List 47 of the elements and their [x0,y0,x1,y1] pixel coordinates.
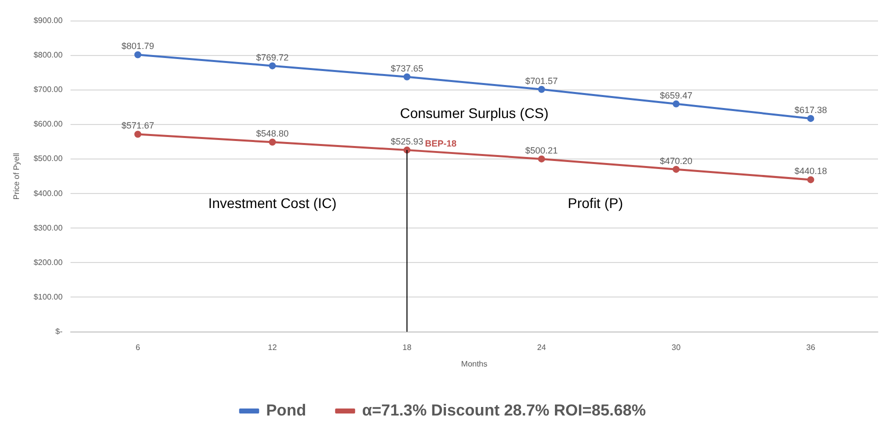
data-label: $801.79 [122,41,154,52]
x-tick-label: 30 [672,342,682,352]
data-label: $737.65 [390,63,424,74]
y-tick-label: $500.00 [34,154,64,164]
point [538,155,546,162]
x-tick-label: 12 [268,342,278,352]
point [672,166,680,173]
point [403,73,410,80]
point [807,114,814,122]
data-label: $470.20 [660,156,692,166]
y-tick-label: $200.00 [34,258,64,267]
data-label: $500.21 [525,145,558,156]
x-tick-label: 18 [402,342,412,352]
y-tick-label: $800.00 [34,50,64,60]
point [268,138,276,146]
x-tick-label: 24 [537,342,547,352]
data-label: $571.67 [122,120,154,131]
data-label: $701.57 [525,76,558,86]
y-tick-label: $300.00 [34,223,64,232]
y-tick-label: $900.00 [34,16,64,26]
point [268,62,276,70]
data-label: $769.72 [256,52,289,62]
annotation: Consumer Surplus (CS) [400,104,549,121]
y-axis-title: Price of Pyell [12,152,22,200]
y-tick-label: $- [55,327,63,336]
legend-label: Pond [266,402,306,420]
y-tick-label: $400.00 [34,188,64,198]
point [672,100,680,108]
annotation: Profit (P) [568,195,623,212]
data-label: $525.93 [390,136,424,147]
x-tick-label: 36 [806,342,816,352]
data-label: $548.80 [256,128,289,139]
point [538,86,546,93]
point [807,176,814,184]
point [134,130,142,138]
data-label: $617.38 [794,104,827,115]
y-tick-label: $600.00 [34,120,64,129]
y-tick-label: $700.00 [34,85,64,94]
annotation: Investment Cost (IC) [208,195,337,212]
y-tick-label: $100.00 [34,292,64,302]
x-tick-label: 6 [136,342,141,352]
point [134,51,142,58]
legend-label: α=71.3% Discount 28.7% ROI=85.68% [362,402,646,420]
annotation: BEP-18 [424,138,456,149]
x-axis-title: Months [461,359,488,368]
data-label: $440.18 [794,166,827,176]
data-label: $659.47 [660,90,692,100]
